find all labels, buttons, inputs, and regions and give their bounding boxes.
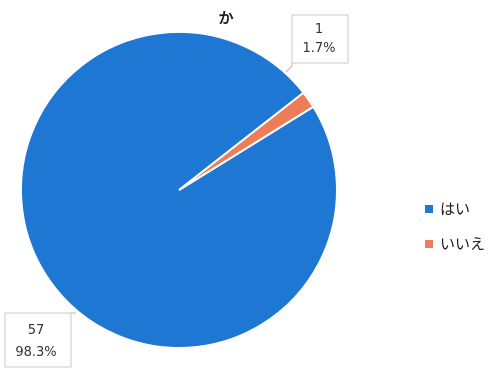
chart-title: か: [218, 9, 233, 27]
data-label-hai: 57 98.3%: [4, 312, 72, 368]
legend: はい いいえ: [425, 200, 485, 253]
pie-slices: [19, 30, 338, 349]
legend-label-iie: いいえ: [440, 235, 485, 253]
legend-item-hai: はい: [425, 200, 470, 218]
data-label-box-hai: [4, 312, 72, 368]
data-label-iie: 1 1.7%: [291, 14, 349, 64]
leader-line-iie: [285, 40, 293, 73]
data-label-box-iie: [291, 14, 349, 64]
legend-item-iie: いいえ: [425, 235, 485, 253]
legend-swatch-iie: [425, 240, 433, 248]
data-label-percent-iie: 1.7%: [302, 41, 335, 56]
data-label-count-hai: 57: [28, 323, 45, 338]
legend-swatch-hai: [425, 205, 433, 213]
data-label-percent-hai: 98.3%: [15, 345, 56, 360]
data-label-count-iie: 1: [315, 22, 323, 37]
pie-slice-iie: [178, 91, 315, 191]
legend-label-hai: はい: [440, 200, 470, 218]
